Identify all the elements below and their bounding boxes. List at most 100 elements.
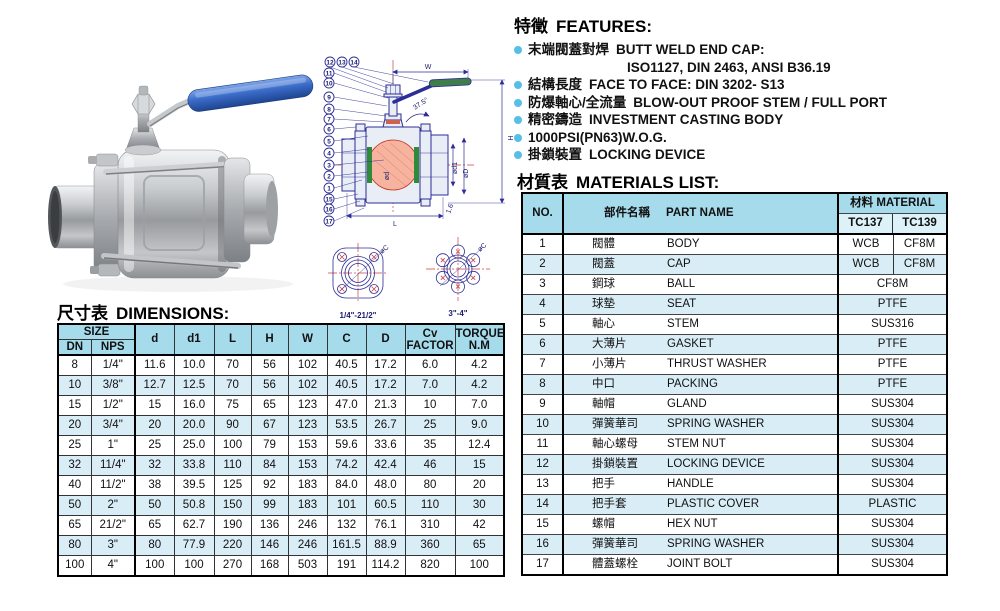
part-name-en: SEAT [667,298,697,310]
header-D: D [365,323,406,356]
cell-material: PLASTIC [838,494,947,515]
cell-L: 110 [213,455,252,476]
material-row: 5 軸心 STEM SUS316 [522,314,947,335]
cell-d: 12.7 [134,375,175,396]
dim-label-l: L [393,221,397,228]
cell-H: 79 [250,435,289,456]
header-material-zh: 材料 [850,197,874,209]
part-name-en: HANDLE [667,478,714,490]
material-row: 4 球墊 SEAT PTFE [522,294,947,315]
callout-number: 12 [326,59,334,66]
part-name-en: PACKING [667,378,718,390]
cell-material: WCB CF8M [838,233,947,255]
cell-d1: 25.0 [173,435,215,456]
dim-label-h: H [506,135,513,140]
cell-part-name: 軸心螺母 STEM NUT [563,434,839,455]
cell-no: 16 [522,534,564,555]
cell-d1: 20.0 [173,415,215,436]
materials-table: NO. 部件名稱 PART NAME 材料 MATERIAL TC137 TC13… [521,192,948,576]
cell-material: SUS304 [838,514,947,535]
part-name-en: SPRING WASHER [667,418,765,430]
part-name-zh: 彈簧華司 [592,418,638,430]
dimensions-title: 尺寸表 DIMENSIONS: [57,299,229,324]
cell-d: 65 [134,515,175,536]
cell-D: 76.1 [365,515,406,536]
feature-line: 防爆軸心/全流量 BLOW-OUT PROOF STEM / FULL PORT [514,94,1000,112]
cell-L: 125 [213,475,252,496]
callout-number: 1 [327,185,331,192]
dim-label-oD: øD [463,169,470,178]
packing [386,120,400,124]
seat-right [414,147,419,183]
cell-no: 4 [522,294,564,315]
bullet-icon [514,98,522,107]
material-common: PLASTIC [868,498,917,510]
callout-number: 11 [326,70,333,77]
material-row: 1 閥體 BODY WCB CF8M [522,233,947,255]
header-no: NO. [522,192,564,235]
header-torque: TORQUE N.M [454,323,505,356]
feature-label-zh: 精密鑄造 [528,112,582,127]
cell-dn: 50 [57,495,92,516]
material-row: 12 掛鎖裝置 LOCKING DEVICE SUS304 [522,454,947,475]
cell-d1: 50.8 [173,495,215,516]
cell-torque: 100 [454,555,505,577]
cell-d: 80 [134,535,175,556]
cell-nps: 4" [90,555,136,577]
header-grade-tc139: TC139 [892,213,947,235]
material-row: 3 鋼球 BALL CF8M [522,274,947,295]
part-name-zh: 體蓋螺栓 [592,558,638,570]
cell-H: 65 [250,395,289,416]
cell-nps: 3/4" [90,415,136,436]
cell-nps: 1/4" [90,354,136,376]
cell-nps: 1" [90,435,136,456]
valve-weld-end-left [48,185,103,249]
cell-H: 146 [250,535,289,556]
materials-title-zh: 材質表 [517,173,568,192]
dimensions-title-en: DIMENSIONS: [116,304,230,323]
feature-label-en: LOCKING DEVICE [589,147,706,162]
dimension-row: 25 1" 25 25.0 100 79 153 59.6 33.6 35 12… [57,435,505,456]
part-name-zh: 彈簧華司 [592,538,638,550]
cell-material: SUS316 [838,314,947,335]
feature-item: 掛鎖裝置 LOCKING DEVICE [514,146,1000,164]
cell-C: 53.5 [326,415,367,436]
header-dn: DN [57,339,92,356]
part-name-en: STEM NUT [667,438,726,450]
cell-cv: 7.0 [404,375,456,396]
bullet-icon [514,81,522,89]
feature-item: 防爆軸心/全流量 BLOW-OUT PROOF STEM / FULL PORT [514,94,1000,112]
features-list: 末端閥蓋對焊 BUTT WELD END CAP: ISO1127, DIN 24… [514,41,1000,164]
part-name-zh: 中口 [592,378,615,390]
feature-line: 掛鎖裝置 LOCKING DEVICE [514,146,1000,164]
valve-handle [147,74,314,127]
material-row: 10 彈簧華司 SPRING WASHER SUS304 [522,414,947,435]
feature-label-en: FACE TO FACE: DIN 3202- S13 [589,77,785,92]
dim-label-od: ød [384,172,391,180]
header-material: 材料 MATERIAL [838,192,947,214]
cell-H: 84 [250,455,289,476]
cell-part-name: 彈簧華司 SPRING WASHER [563,414,839,435]
cell-part-name: 體蓋螺栓 JOINT BOLT [563,554,839,576]
cell-torque: 7.0 [454,395,505,416]
cell-nps: 11/2" [90,475,136,496]
cell-part-name: 掛鎖裝置 LOCKING DEVICE [563,454,839,475]
cell-part-name: 球墊 SEAT [563,294,839,315]
cell-D: 26.7 [365,415,406,436]
feature-item: 精密鑄造 INVESTMENT CASTING BODY [514,111,1000,129]
cell-material: PTFE [838,374,947,395]
cell-part-name: 小薄片 THRUST WASHER [563,354,839,375]
materials-title-en: MATERIALS LIST: [576,173,720,192]
material-tc137: WCB [852,238,880,250]
materials-table-header: NO. 部件名稱 PART NAME 材料 MATERIAL TC137 TC13… [522,192,947,235]
materials-table-body: 1 閥體 BODY WCB CF8M 2 閥蓋 CAP WCB CF8M 3 鋼球 BAL… [522,233,947,576]
part-name-en: PLASTIC COVER [667,498,760,510]
callout-number: 8 [327,106,331,113]
dimensions-title-zh: 尺寸表 [57,304,108,323]
cell-torque: 12.4 [454,435,505,456]
cell-H: 56 [250,354,289,376]
feature-subline: ISO1127, DIN 2463, ANSI B36.19 [627,59,831,75]
header-H: H [250,323,289,356]
cell-part-name: 把手套 PLASTIC COVER [563,494,839,515]
dimension-row: 20 3/4" 20 20.0 90 67 123 53.5 26.7 25 9… [57,415,505,436]
